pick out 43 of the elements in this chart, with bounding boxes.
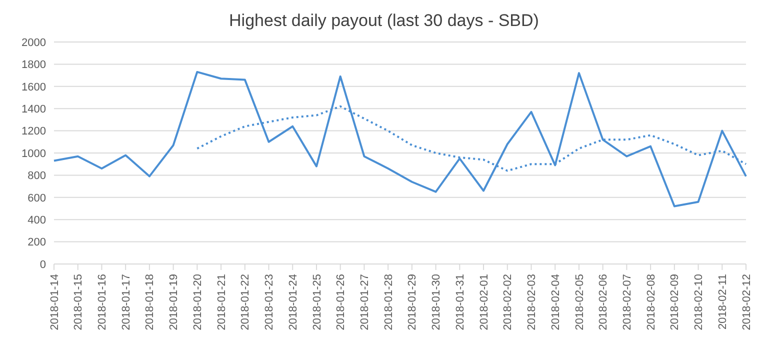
x-tick-label: 2018-01-25 xyxy=(311,274,324,330)
y-tick-label: 200 xyxy=(28,236,46,249)
x-tick-label: 2018-01-31 xyxy=(454,274,466,330)
x-tick-label: 2018-02-10 xyxy=(693,274,706,330)
y-tick-label: 800 xyxy=(28,170,46,182)
x-tick-label: 2018-01-28 xyxy=(382,274,395,330)
y-tick-label: 400 xyxy=(28,214,46,227)
x-tick-label: 2018-01-15 xyxy=(72,274,85,330)
x-tick-label: 2018-01-29 xyxy=(406,274,419,330)
x-tick-label: 2018-02-12 xyxy=(740,274,753,330)
x-tick-label: 2018-01-22 xyxy=(240,274,252,330)
x-tick-label: 2018-01-24 xyxy=(287,274,300,330)
x-tick-label: 2018-02-07 xyxy=(622,274,634,330)
y-tick-label: 1000 xyxy=(22,148,46,160)
x-tick-label: 2018-02-11 xyxy=(716,274,729,330)
x-tick-label: 2018-01-27 xyxy=(359,274,372,330)
y-tick-label: 1600 xyxy=(22,81,46,94)
x-tick-label: 2018-01-18 xyxy=(144,274,156,330)
x-tick-label: 2018-01-23 xyxy=(264,274,276,330)
x-tick-label: 2018-02-05 xyxy=(574,274,586,330)
chart-title: Highest daily payout (last 30 days - SBD) xyxy=(228,10,540,32)
x-tick-label: 2018-01-14 xyxy=(48,274,61,330)
x-tick-label: 2018-01-17 xyxy=(120,274,132,330)
x-tick-label: 2018-02-03 xyxy=(526,274,538,330)
x-tick-label: 2018-01-16 xyxy=(96,274,109,330)
y-tick-label: 1200 xyxy=(22,126,46,138)
x-tick-label: 2018-02-09 xyxy=(669,274,682,330)
line-series xyxy=(53,70,747,208)
x-tick-label: 2018-02-02 xyxy=(502,274,514,330)
x-tick-label: 2018-02-04 xyxy=(550,274,562,330)
y-tick-label: 1800 xyxy=(22,59,46,72)
x-tick-label: 2018-01-19 xyxy=(168,274,180,330)
x-tick-label: 2018-01-21 xyxy=(216,274,228,330)
x-tick-label: 2018-01-20 xyxy=(192,274,204,330)
x-tick-label: 2018-02-01 xyxy=(478,274,490,330)
x-tick-label: 2018-01-30 xyxy=(430,274,443,330)
y-tick-label: 0 xyxy=(40,258,46,271)
x-tick-label: 2018-02-08 xyxy=(645,274,658,330)
y-tick-label: 1400 xyxy=(22,104,46,116)
y-tick-label: 600 xyxy=(28,192,46,204)
y-tick-label: 2000 xyxy=(22,36,46,49)
x-tick-label: 2018-02-06 xyxy=(598,274,610,330)
x-tick-label: 2018-01-26 xyxy=(335,274,348,330)
